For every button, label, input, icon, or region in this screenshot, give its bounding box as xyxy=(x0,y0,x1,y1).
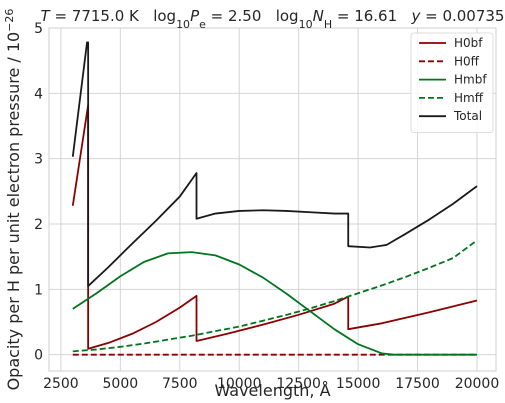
chart-title-part: H xyxy=(324,18,332,31)
y-axis-label: Opacity per H per unit electron pressure… xyxy=(3,9,24,391)
y-tick-labels: 0 1 2 3 4 5 xyxy=(34,21,43,364)
legend-label: Hmbf xyxy=(454,73,487,87)
x-tick-label: 10000 xyxy=(217,376,262,392)
x-axis-label: Wavelength, Å xyxy=(214,381,330,400)
series-line-hmbf xyxy=(72,251,477,356)
x-tick-label: 12500 xyxy=(276,376,321,392)
series-line-h0bf xyxy=(71,104,478,350)
chart-title-part xyxy=(397,7,411,25)
chart-title: T = 7715.0 K log10Pe = 2.50 log10NH = 16… xyxy=(41,7,505,31)
chart-title-part: = 0.00735 xyxy=(420,7,504,25)
y-tick-label: 2 xyxy=(34,217,43,233)
series-line-hmff xyxy=(72,239,478,353)
series-line-total xyxy=(71,41,478,287)
y-axis-label-exponent: −26 xyxy=(3,9,16,32)
legend: H0bf H0ff Hmbf Hmff Total xyxy=(410,32,494,133)
legend-label: H0ff xyxy=(454,54,480,68)
y-tick-label: 5 xyxy=(34,21,43,37)
legend-label: Total xyxy=(453,109,482,123)
plot-frame xyxy=(48,27,497,372)
x-tick-label: 2500 xyxy=(43,376,79,392)
chart-title-part: N xyxy=(313,7,324,25)
legend-label: Hmff xyxy=(454,91,484,105)
chart-title-part: T xyxy=(41,7,52,25)
chart-title-part: = 2.50 xyxy=(206,7,262,25)
chart-title-part: 10 xyxy=(176,18,190,31)
x-tick-label: 7500 xyxy=(162,376,198,392)
series-lines xyxy=(71,41,478,356)
x-tick-label: 20000 xyxy=(455,376,500,392)
x-tick-label: 17500 xyxy=(395,376,440,392)
y-axis-label-main: Opacity per H per unit electron pressure… xyxy=(4,32,23,391)
chart-title-part: P xyxy=(190,7,200,25)
chart-title-part: 10 xyxy=(299,18,313,31)
chart-title-part: log xyxy=(261,7,298,25)
chart-title-part: = 7715.0 K xyxy=(50,7,140,25)
chart-title-part: = 16.61 xyxy=(332,7,397,25)
y-tick-label: 3 xyxy=(34,152,43,168)
legend-label: H0bf xyxy=(454,36,483,50)
chart-title-part: e xyxy=(199,18,206,31)
chart-title-part: log xyxy=(139,7,176,25)
y-tick-label: 4 xyxy=(34,86,43,102)
x-tick-labels: 2500 5000 7500 10000 12500 15000 17500 20000 xyxy=(43,376,499,392)
y-tick-label: 0 xyxy=(34,348,43,364)
x-tick-label: 15000 xyxy=(336,376,381,392)
x-tick-label: 5000 xyxy=(103,376,139,392)
legend-box xyxy=(410,32,494,133)
y-tick-label: 1 xyxy=(34,282,43,298)
chart-title-part: y xyxy=(410,7,421,25)
